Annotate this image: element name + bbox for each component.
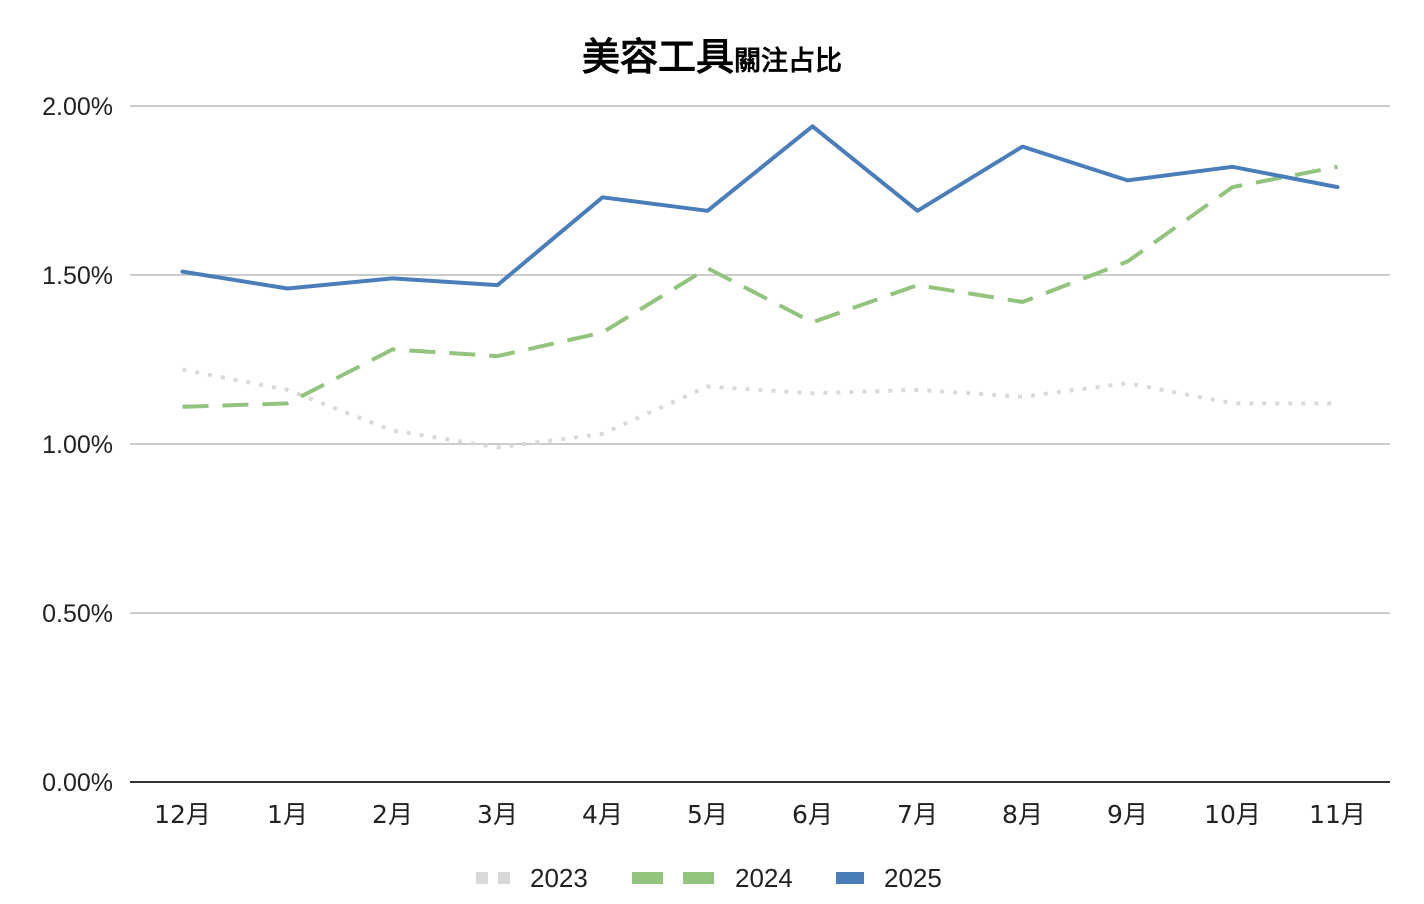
y-tick-label: 0.00% <box>42 769 113 797</box>
series-line-2024 <box>182 164 1338 409</box>
legend-swatch <box>836 872 864 884</box>
series-line-2023 <box>182 367 1338 450</box>
legend-item-2024: 2024 <box>632 863 793 893</box>
x-tick-label: 2月 <box>372 800 413 829</box>
x-tick-label: 12月 <box>154 800 211 829</box>
y-tick-label: 0.50% <box>42 600 113 628</box>
gridlines <box>130 105 1390 614</box>
x-tick-label: 7月 <box>897 800 938 829</box>
chart-title-suffix: 關注占比 <box>734 46 842 77</box>
legend-swatch <box>632 872 663 884</box>
legend-swatch <box>476 872 488 884</box>
x-tick-label: 11月 <box>1309 800 1366 829</box>
y-tick-label: 1.50% <box>42 262 113 290</box>
x-tick-label: 8月 <box>1002 800 1043 829</box>
x-axis: 12月 1月 2月 3月 4月 5月 6月 7月 8月 9月 10月 11月 <box>130 781 1390 829</box>
legend: 2023 2024 2025 <box>476 863 942 893</box>
legend-swatch <box>498 872 510 884</box>
x-tick-label: 1月 <box>267 800 308 829</box>
legend-item-2023: 2023 <box>476 863 588 893</box>
chart-title-main: 美容工具 <box>581 35 734 79</box>
series-line-2025 <box>180 124 1340 291</box>
chart-title: 美容工具關注占比 <box>0 26 1424 81</box>
x-tick-label: 4月 <box>582 800 623 829</box>
series-layer <box>180 124 1340 450</box>
y-tick-label: 2.00% <box>42 93 113 121</box>
x-tick-label: 9月 <box>1107 800 1148 829</box>
x-tick-label: 10月 <box>1204 800 1261 829</box>
legend-label: 2024 <box>735 863 793 893</box>
legend-label: 2025 <box>884 863 942 893</box>
legend-item-2025: 2025 <box>836 863 942 893</box>
x-tick-label: 3月 <box>477 800 518 829</box>
legend-swatch <box>683 872 714 884</box>
x-tick-label: 5月 <box>687 800 728 829</box>
legend-label: 2023 <box>530 863 588 893</box>
x-tick-label: 6月 <box>792 800 833 829</box>
y-tick-label: 1.00% <box>42 431 113 459</box>
y-axis: 0.00% 0.50% 1.00% 1.50% 2.00% <box>42 93 113 797</box>
